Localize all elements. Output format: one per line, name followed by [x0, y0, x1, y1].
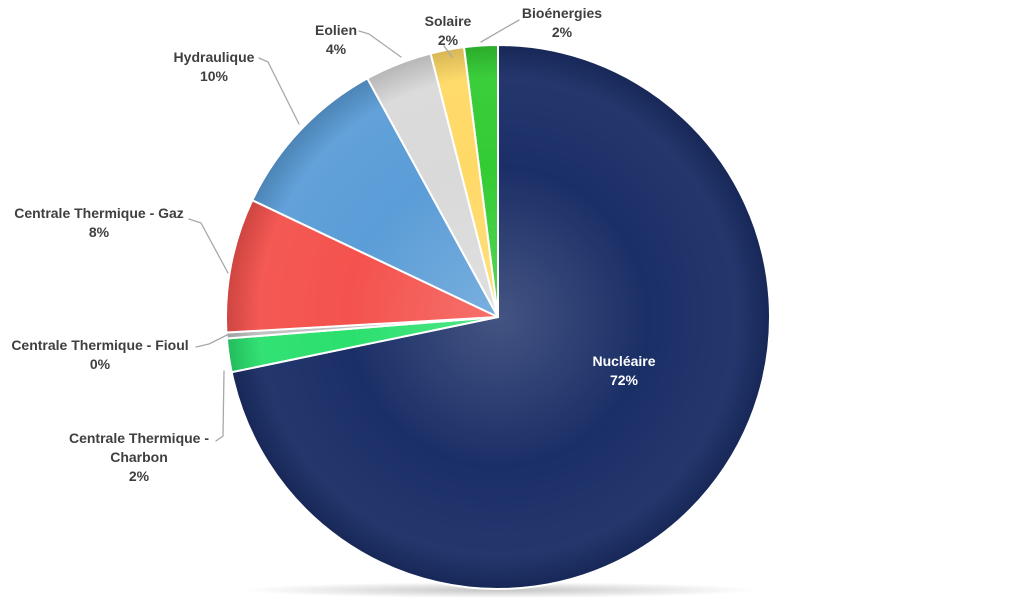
pie-slice-nucleaire[interactable]: [230, 44, 771, 590]
leader-line-eolien: [358, 30, 402, 58]
pie-slice-hydraulique[interactable]: [251, 77, 499, 318]
leader-line-hydraulique: [258, 57, 300, 125]
pie-slice-bioenergies[interactable]: [463, 44, 499, 318]
leader-line-solaire: [443, 45, 453, 58]
leader-line-bioenergies: [480, 19, 520, 43]
leader-line-centrale-thermique-fioul: [195, 333, 230, 348]
leader-line-centrale-thermique-charbon: [215, 370, 225, 442]
pie-shadow: [242, 582, 758, 598]
pie-slice-centrale-thermique-gaz[interactable]: [225, 199, 499, 334]
leader-line-centrale-thermique-gaz: [188, 218, 229, 274]
